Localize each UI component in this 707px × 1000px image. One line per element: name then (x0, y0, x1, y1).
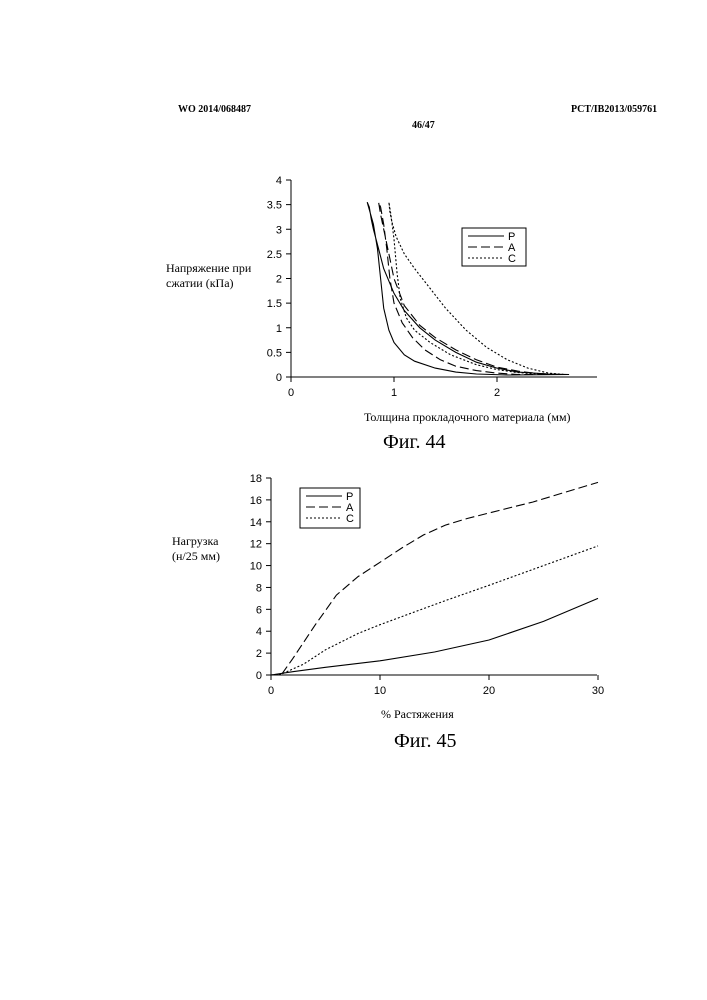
fig45-x-tick-label: 10 (374, 685, 386, 697)
fig45-y-tick-label: 16 (250, 495, 262, 507)
fig44-y-tick-label: 0.5 (267, 347, 282, 359)
fig45-y-tick-label: 6 (256, 604, 262, 616)
fig45-x-tick-label: 0 (268, 685, 274, 697)
fig45-y-tick-label: 14 (250, 517, 262, 529)
fig45-series-c (271, 546, 598, 675)
fig45-y-tick-label: 12 (250, 539, 262, 551)
fig44-y-tick-label: 1.5 (267, 298, 282, 310)
fig45-x-tick-label: 20 (483, 685, 495, 697)
fig45-series-p (271, 598, 598, 675)
fig44-y-tick-label: 3.5 (267, 200, 282, 212)
fig45-y-tick-label: 2 (256, 648, 262, 660)
fig45-y-tick-label: 8 (256, 582, 262, 594)
fig45-y-tick-label: 0 (256, 670, 262, 682)
fig45-y-tick-label: 4 (256, 626, 262, 638)
fig44-x-tick-label: 2 (494, 387, 500, 399)
fig45-x-tick-label: 30 (592, 685, 604, 697)
fig45-y-tick-label: 18 (250, 473, 262, 485)
fig44-y-tick-label: 0 (276, 372, 282, 384)
fig44-legend-label-c: C (508, 253, 516, 265)
fig44-y-tick-label: 2 (276, 274, 282, 286)
fig44-y-tick-label: 1 (276, 323, 282, 335)
fig44-y-tick-label: 2.5 (267, 249, 282, 261)
fig45-y-tick-label: 10 (250, 561, 262, 573)
fig44-x-tick-label: 1 (391, 387, 397, 399)
fig45-legend-label-c: C (346, 513, 354, 525)
fig44-y-tick-label: 3 (276, 224, 282, 236)
fig44-x-tick-label: 0 (288, 387, 294, 399)
fig44-y-tick-label: 4 (276, 175, 282, 187)
